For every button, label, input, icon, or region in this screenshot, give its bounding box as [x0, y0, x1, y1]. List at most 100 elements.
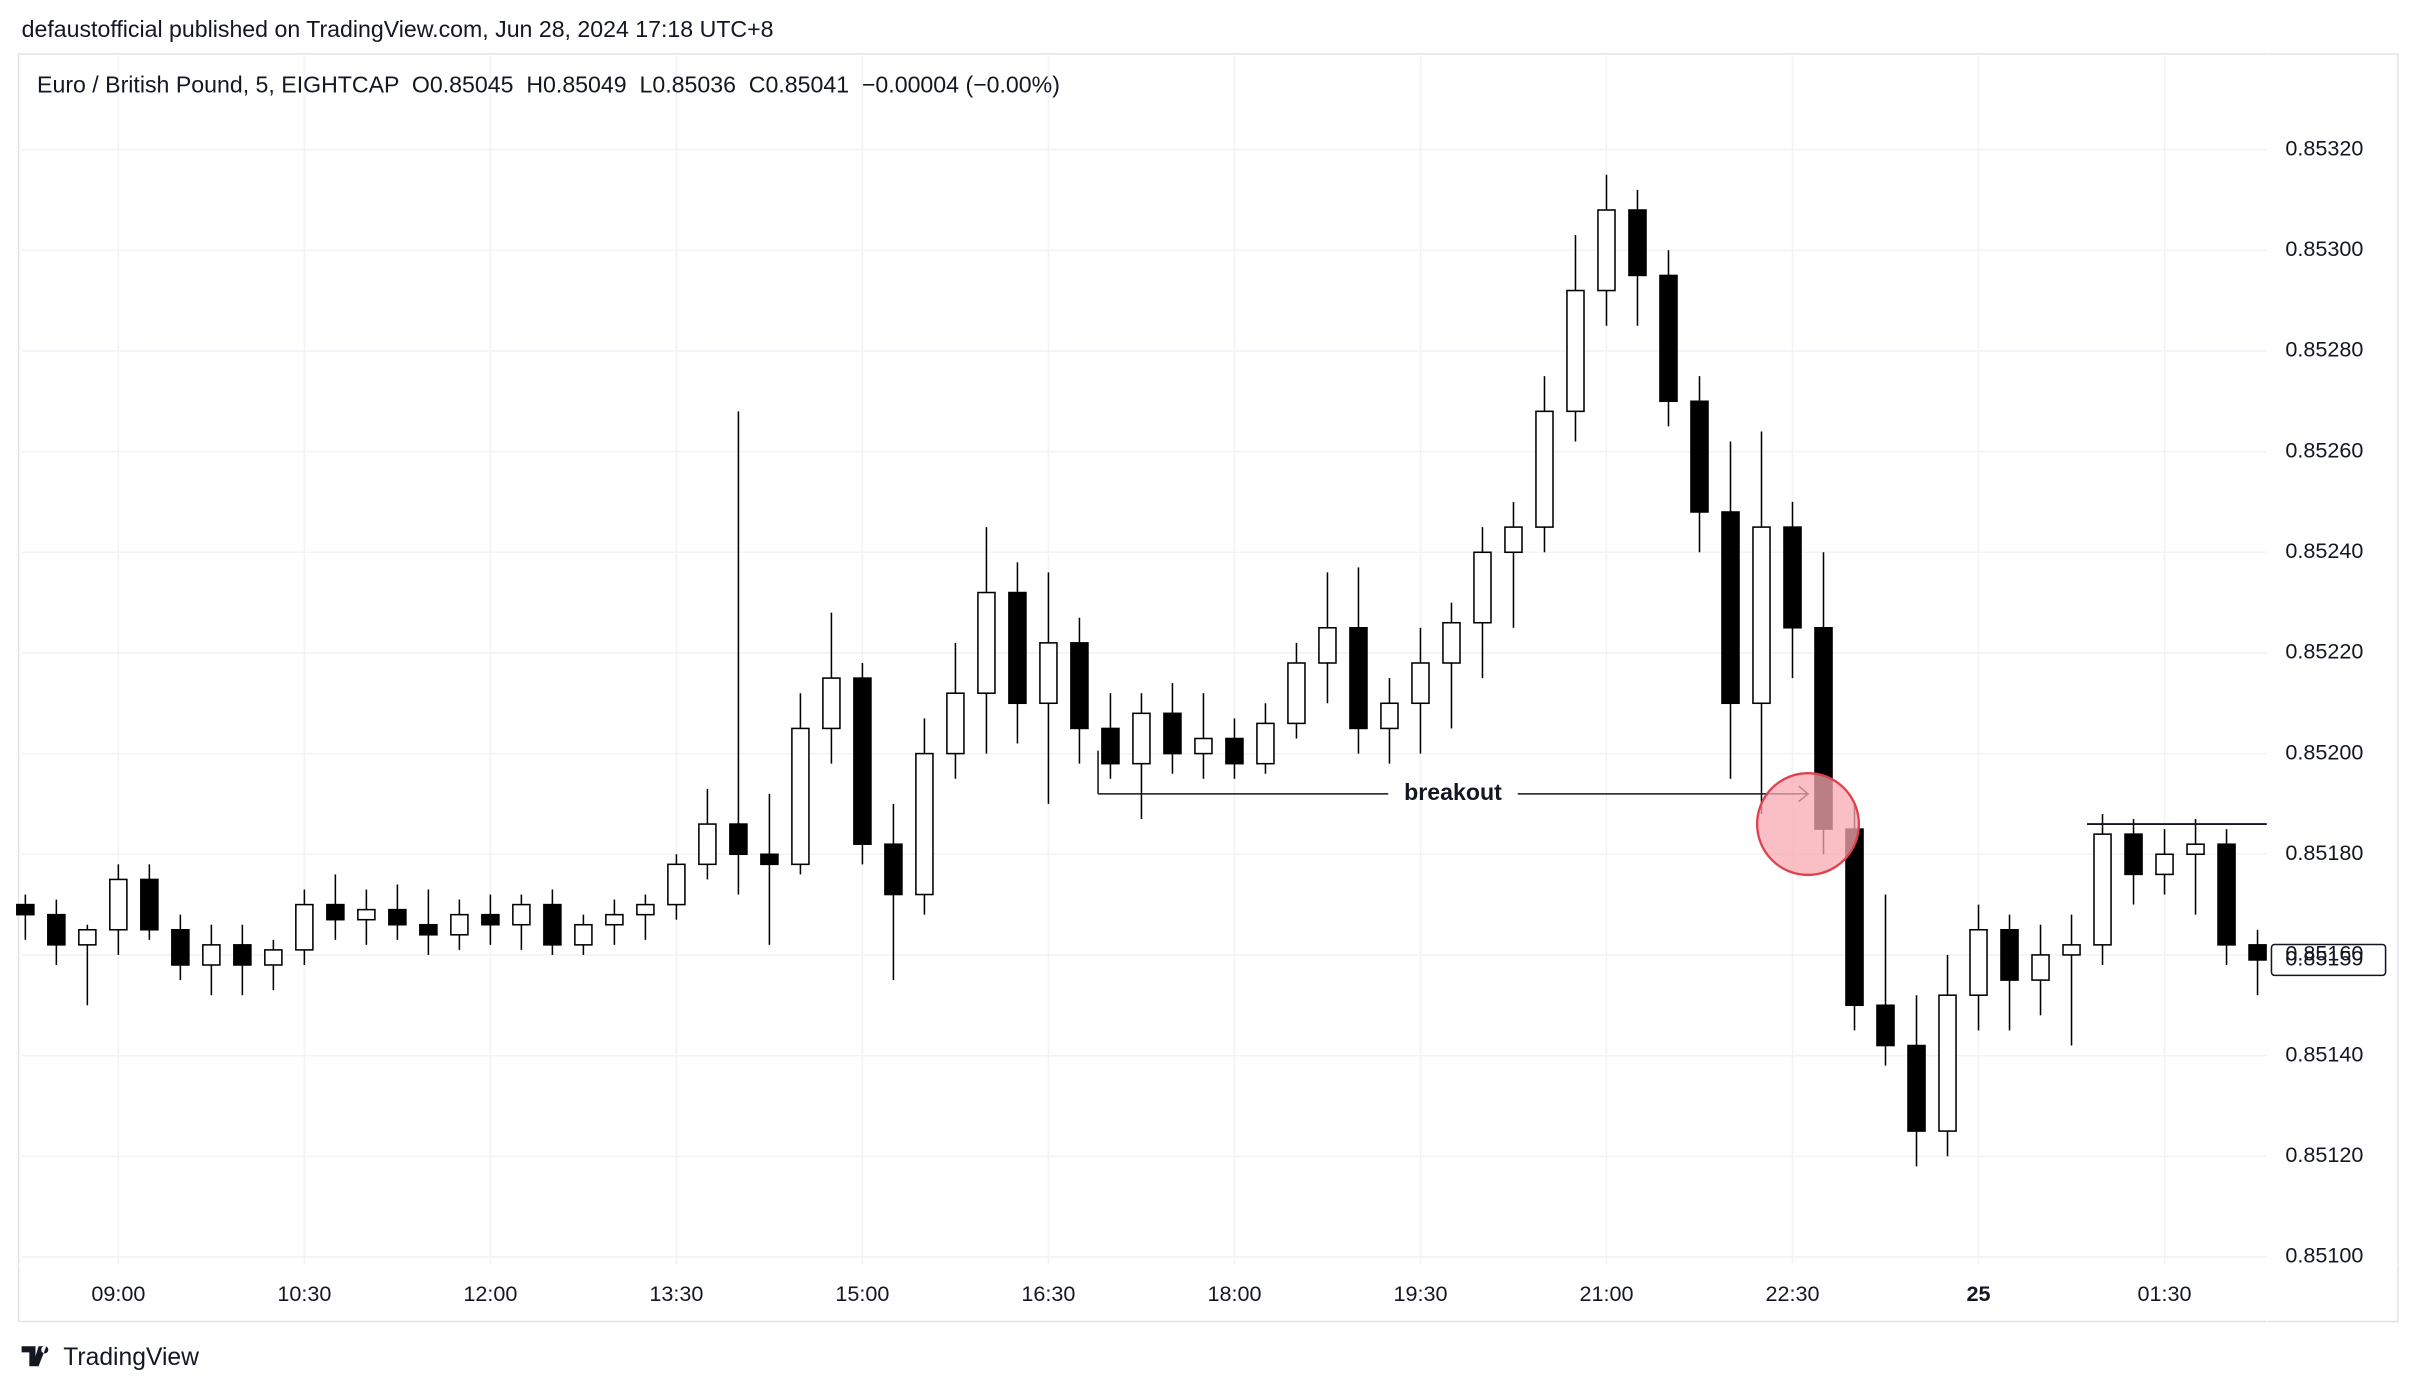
- last-price-box: [2270, 943, 2387, 977]
- x-tick-label: 10:30: [277, 1281, 331, 1306]
- x-tick-label: 01:30: [2138, 1281, 2192, 1306]
- y-tick-label: 0.85220: [2285, 639, 2363, 664]
- chart-frame: [17, 53, 2399, 1323]
- candle-body: [1039, 642, 1058, 705]
- candle-body: [326, 903, 345, 921]
- candle-body: [1318, 626, 1337, 664]
- y-tick-label: 0.85280: [2285, 337, 2363, 362]
- candle-body: [636, 903, 655, 916]
- candle-body: [357, 908, 376, 921]
- candle-body: [1659, 274, 1678, 403]
- x-tick-label: 18:00: [1207, 1281, 1261, 1306]
- candle-body: [729, 823, 748, 856]
- x-tick-label: 21:00: [1579, 1281, 1633, 1306]
- candle-body: [481, 913, 500, 926]
- x-tick-label: 16:30: [1021, 1281, 1075, 1306]
- x-tick-label: 13:30: [649, 1281, 703, 1306]
- candle-body: [915, 752, 934, 896]
- y-tick-label: 0.85240: [2285, 538, 2363, 563]
- candle-body: [1163, 712, 1182, 755]
- candle-body: [2248, 944, 2267, 961]
- candle-body: [1969, 928, 1988, 996]
- candle-body: [2093, 833, 2112, 946]
- candle-body: [1070, 642, 1089, 730]
- candle-body: [2062, 944, 2081, 956]
- y-tick-label: 0.85260: [2285, 437, 2363, 462]
- candle-body: [512, 903, 531, 926]
- candle-body: [1101, 727, 1120, 765]
- candle-body: [605, 913, 624, 926]
- y-tick-label: 0.85180: [2285, 840, 2363, 865]
- candle-body: [47, 913, 66, 946]
- candle-body: [2155, 853, 2174, 876]
- x-tick-label: 19:30: [1393, 1281, 1447, 1306]
- candle-body: [16, 903, 35, 916]
- candle-body: [419, 923, 438, 936]
- candle-body: [1783, 526, 1802, 629]
- last-price-label: 0.85159: [2285, 946, 2363, 971]
- y-tick-label: 0.85140: [2285, 1041, 2363, 1066]
- y-tick-label: 0.85160: [2285, 941, 2363, 966]
- candle-body: [1597, 209, 1616, 292]
- candle-body: [295, 903, 314, 951]
- overlays: breakout 0.85159: [1097, 750, 2387, 977]
- y-tick-label: 0.85100: [2285, 1243, 2363, 1268]
- candle-body: [1256, 722, 1275, 765]
- candle-body: [1473, 551, 1492, 624]
- candle-body: [1628, 209, 1647, 277]
- x-tick-label: 09:00: [91, 1281, 145, 1306]
- candle-body: [822, 677, 841, 730]
- y-tick-label: 0.85120: [2285, 1142, 2363, 1167]
- candle-body: [109, 878, 128, 931]
- candle-body: [171, 928, 190, 966]
- candle-body: [1380, 702, 1399, 730]
- y-tick-label: 0.85200: [2285, 739, 2363, 764]
- candle-body: [450, 913, 469, 936]
- symbol-legend: Euro / British Pound, 5, EIGHTCAP O0.850…: [37, 71, 1060, 97]
- candle-body: [1876, 1004, 1895, 1047]
- candle-body: [1690, 400, 1709, 513]
- candle-body: [202, 944, 221, 966]
- breakout-marker: [1755, 772, 1861, 877]
- candle-body: [1411, 662, 1430, 705]
- candle-body: [1752, 526, 1771, 705]
- candle-body: [388, 908, 407, 926]
- candle-body: [574, 923, 593, 946]
- candle-body: [1907, 1044, 1926, 1132]
- candle-body: [2186, 843, 2205, 856]
- candle-body: [1225, 737, 1244, 765]
- candle-body: [2217, 843, 2236, 946]
- candle-body: [1721, 511, 1740, 705]
- candle-body: [233, 944, 252, 966]
- candle-body: [1008, 591, 1027, 705]
- candle-body: [140, 878, 159, 931]
- candle-body: [543, 903, 562, 946]
- candle-body: [1442, 621, 1461, 664]
- candle-body: [853, 677, 872, 845]
- candle-body: [1349, 626, 1368, 730]
- candles: [16, 174, 2267, 1167]
- candle-body: [977, 591, 996, 694]
- x-tick-label: 15:00: [835, 1281, 889, 1306]
- breakout-label: breakout: [1404, 779, 1502, 805]
- candle-body: [1566, 289, 1585, 413]
- x-tick-label: 22:30: [1765, 1281, 1819, 1306]
- candle-body: [1132, 712, 1151, 765]
- footer-logo: TradingView: [21, 1344, 199, 1371]
- candle-body: [2000, 928, 2019, 981]
- candle-body: [946, 692, 965, 755]
- grid: [21, 53, 2267, 1265]
- candle-body: [1535, 410, 1554, 528]
- candle-body: [1194, 737, 1213, 755]
- candle-body: [1938, 994, 1957, 1132]
- candle-body: [791, 727, 810, 866]
- publish-header: defaustofficial published on TradingView…: [22, 16, 774, 42]
- candle-body: [2031, 954, 2050, 981]
- y-tick-label: 0.85320: [2285, 135, 2363, 160]
- candle-body: [698, 823, 717, 866]
- footer-brand: TradingView: [63, 1344, 199, 1371]
- candle-body: [2124, 833, 2143, 876]
